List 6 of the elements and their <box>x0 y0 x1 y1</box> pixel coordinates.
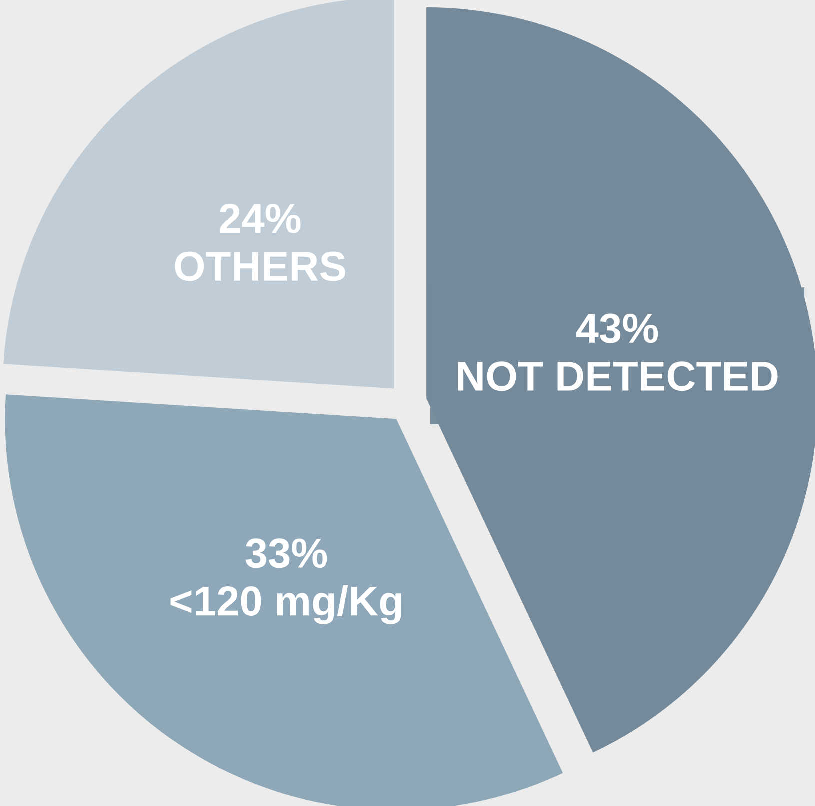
data-label: 24% <box>220 204 301 234</box>
slice-label: OTHERS <box>175 252 346 282</box>
slice-label: <120 mg/Kg <box>170 585 402 624</box>
data-label: 43% <box>576 314 658 344</box>
slice-label: NOT DETECTED <box>458 362 778 392</box>
data-label: 33% <box>246 538 328 568</box>
